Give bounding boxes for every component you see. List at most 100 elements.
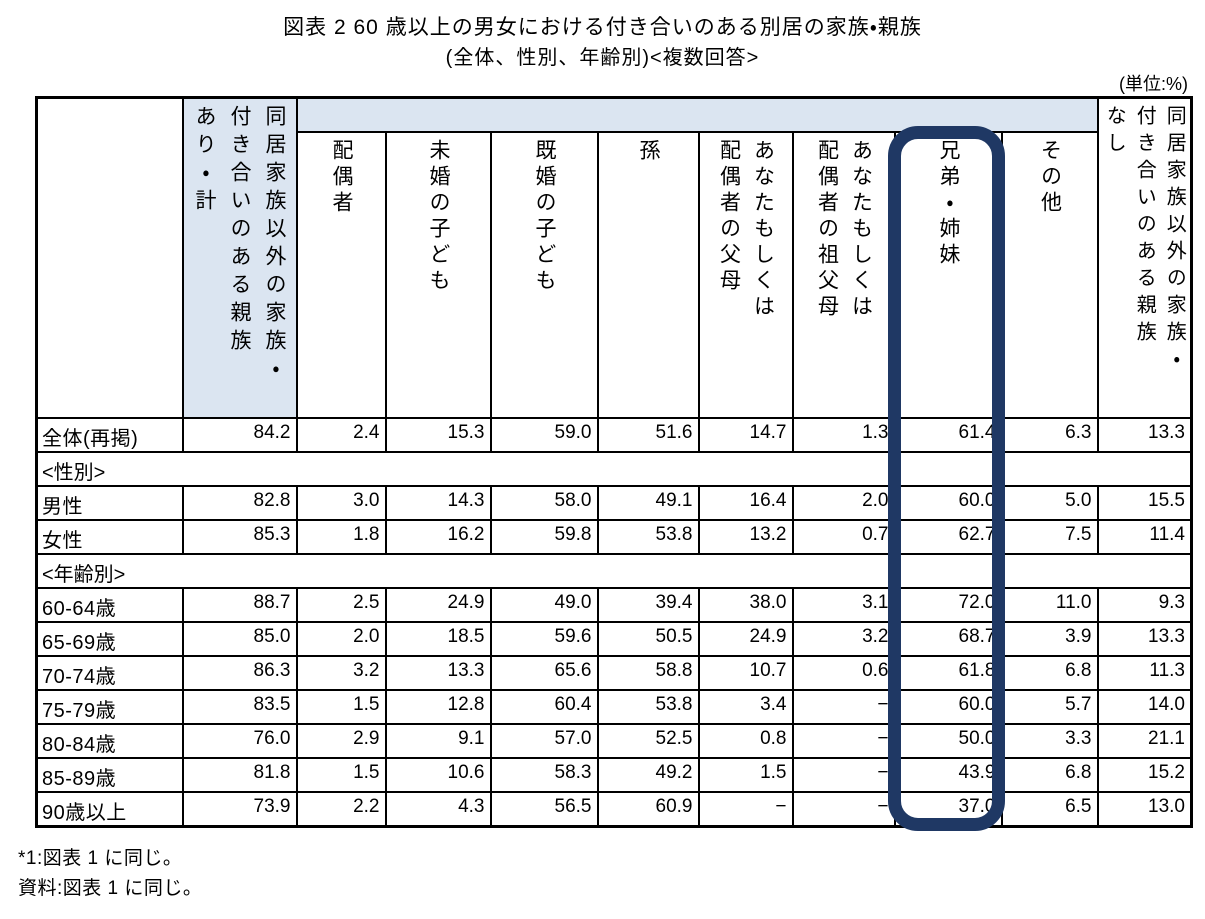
cell: 11.4 — [1096, 518, 1193, 555]
cell: 51.6 — [596, 416, 700, 453]
cell: 61.8 — [893, 654, 1003, 691]
cell: 58.3 — [489, 756, 599, 793]
table-row-60-64: 60-64歳 88.7 2.5 24.9 49.0 39.4 38.0 3.1 … — [35, 586, 1193, 623]
cell: 0.7 — [791, 518, 896, 555]
cell: 1.3 — [791, 416, 896, 453]
cell: 14.7 — [697, 416, 794, 453]
cell: 60.4 — [489, 688, 599, 725]
cell: 60.0 — [893, 484, 1003, 521]
vertical-header-text: 同居家族以外の家族・ 付き合いのある親族 なし — [1100, 105, 1190, 375]
table-row-80-84: 80-84歳 76.0 2.9 9.1 57.0 52.5 0.8 − 50.0… — [35, 722, 1193, 759]
cell: 14.3 — [384, 484, 492, 521]
cell: 60.0 — [893, 688, 1003, 725]
col-header-other: その他 — [1000, 130, 1099, 419]
cell: 50.5 — [596, 620, 700, 657]
table-row-total: 全体(再掲) 84.2 2.4 15.3 59.0 51.6 14.7 1.3 … — [35, 416, 1193, 453]
cell: 52.5 — [596, 722, 700, 759]
cell: 0.6 — [791, 654, 896, 691]
footnote-line: *1:図表 1 に同じ。 — [18, 847, 183, 869]
col-header-married-child: 既婚の子ども — [489, 130, 599, 419]
cell: 5.7 — [1000, 688, 1099, 725]
cell: 73.9 — [181, 790, 298, 827]
cell: − — [791, 790, 896, 827]
cell: 65.6 — [489, 654, 599, 691]
cell: 16.4 — [697, 484, 794, 521]
header-line: あなたもしくは — [849, 138, 873, 321]
cell: 60.9 — [596, 790, 700, 827]
header-line: 同居家族以外の家族・ — [263, 105, 286, 385]
cell: 3.2 — [295, 654, 387, 691]
table-row-85-89: 85-89歳 81.8 1.5 10.6 58.3 49.2 1.5 − 43.… — [35, 756, 1193, 793]
row-label: 70-74歳 — [35, 654, 184, 691]
header-line: 兄弟・姉妹 — [937, 138, 960, 269]
cell: 84.2 — [181, 416, 298, 453]
footnote-line: 資料:図表 1 に同じ。 — [18, 877, 203, 899]
cell: 6.5 — [1000, 790, 1099, 827]
cell: 1.8 — [295, 518, 387, 555]
header-line: 既婚の子ども — [533, 138, 556, 295]
header-line: 配偶者 — [330, 138, 353, 217]
cell: 16.2 — [384, 518, 492, 555]
cell: 59.0 — [489, 416, 599, 453]
table-row-90plus: 90歳以上 73.9 2.2 4.3 56.5 60.9 − − 37.0 6.… — [35, 790, 1193, 827]
cell: 1.5 — [295, 756, 387, 793]
header-line: 配偶者の父母 — [717, 138, 741, 295]
cell: 3.4 — [697, 688, 794, 725]
cell: 2.0 — [791, 484, 896, 521]
section-label: <年齢別> — [35, 552, 1193, 589]
header-line: 同居家族以外の家族・ — [1163, 105, 1186, 375]
header-line: あり・計 — [193, 105, 216, 217]
cell: 13.0 — [1096, 790, 1193, 827]
table-row-male: 男性 82.8 3.0 14.3 58.0 49.1 16.4 2.0 60.0… — [35, 484, 1193, 521]
cell: 86.3 — [181, 654, 298, 691]
cell: 6.8 — [1000, 654, 1099, 691]
cell: 76.0 — [181, 722, 298, 759]
cell: 83.5 — [181, 688, 298, 725]
cell: 58.8 — [596, 654, 700, 691]
header-line: あなたもしくは — [751, 138, 775, 321]
subheader-row: 配偶者 未婚の子ども 既婚の子ども 孫 あなたもしくは 配偶者の父母 — [37, 130, 1192, 419]
row-label: 85-89歳 — [35, 756, 184, 793]
cell: 85.0 — [181, 620, 298, 657]
corner-cell — [35, 96, 184, 419]
section-label: <性別> — [35, 450, 1193, 487]
col-header-parents: あなたもしくは 配偶者の父母 — [697, 130, 794, 419]
header-line: 付き合いのある親族 — [1133, 105, 1156, 348]
cell: 38.0 — [697, 586, 794, 623]
cell: 11.3 — [1096, 654, 1193, 691]
cell: 13.3 — [1096, 620, 1193, 657]
figure-subtitle: (全体、性別、年齢別)<複数回答> — [445, 47, 760, 69]
cell: 10.7 — [697, 654, 794, 691]
col-header-grandchild: 孫 — [596, 130, 700, 419]
cell: 85.3 — [181, 518, 298, 555]
cell: 81.8 — [181, 756, 298, 793]
cell: 62.7 — [893, 518, 1003, 555]
cell: 3.0 — [295, 484, 387, 521]
row-label: 90歳以上 — [35, 790, 184, 827]
row-label: 女性 — [35, 518, 184, 555]
figure-caption: 図表 2 60 歳以上の男女における付き合いのある別居の家族・親族 (全体、性別… — [0, 0, 1205, 72]
cell: 24.9 — [697, 620, 794, 657]
cell: 58.0 — [489, 484, 599, 521]
cell: 15.2 — [1096, 756, 1193, 793]
footnotes: *1:図表 1 に同じ。 資料:図表 1 に同じ。 — [18, 844, 1205, 904]
cell: 13.3 — [1096, 416, 1193, 453]
cell: 4.3 — [384, 790, 492, 827]
cell: 0.8 — [697, 722, 794, 759]
cell: 49.0 — [489, 586, 599, 623]
section-row-age: <年齢別> — [35, 552, 1193, 589]
data-table: 同居家族以外の家族・ 付き合いのある親族 あり・計 同居家族以外の家族・ 付き合… — [35, 96, 1193, 828]
cell: 59.6 — [489, 620, 599, 657]
cell: 68.7 — [893, 620, 1003, 657]
cell: 53.8 — [596, 688, 700, 725]
cell: 3.9 — [1000, 620, 1099, 657]
cell: 15.3 — [384, 416, 492, 453]
header-band-row: 同居家族以外の家族・ 付き合いのある親族 あり・計 同居家族以外の家族・ 付き合… — [35, 96, 1193, 419]
cell: − — [791, 722, 896, 759]
cell: 59.8 — [489, 518, 599, 555]
cell: 7.5 — [1000, 518, 1099, 555]
cell: 9.3 — [1096, 586, 1193, 623]
cell: 88.7 — [181, 586, 298, 623]
header-line: 未婚の子ども — [427, 138, 450, 295]
cell: 6.8 — [1000, 756, 1099, 793]
